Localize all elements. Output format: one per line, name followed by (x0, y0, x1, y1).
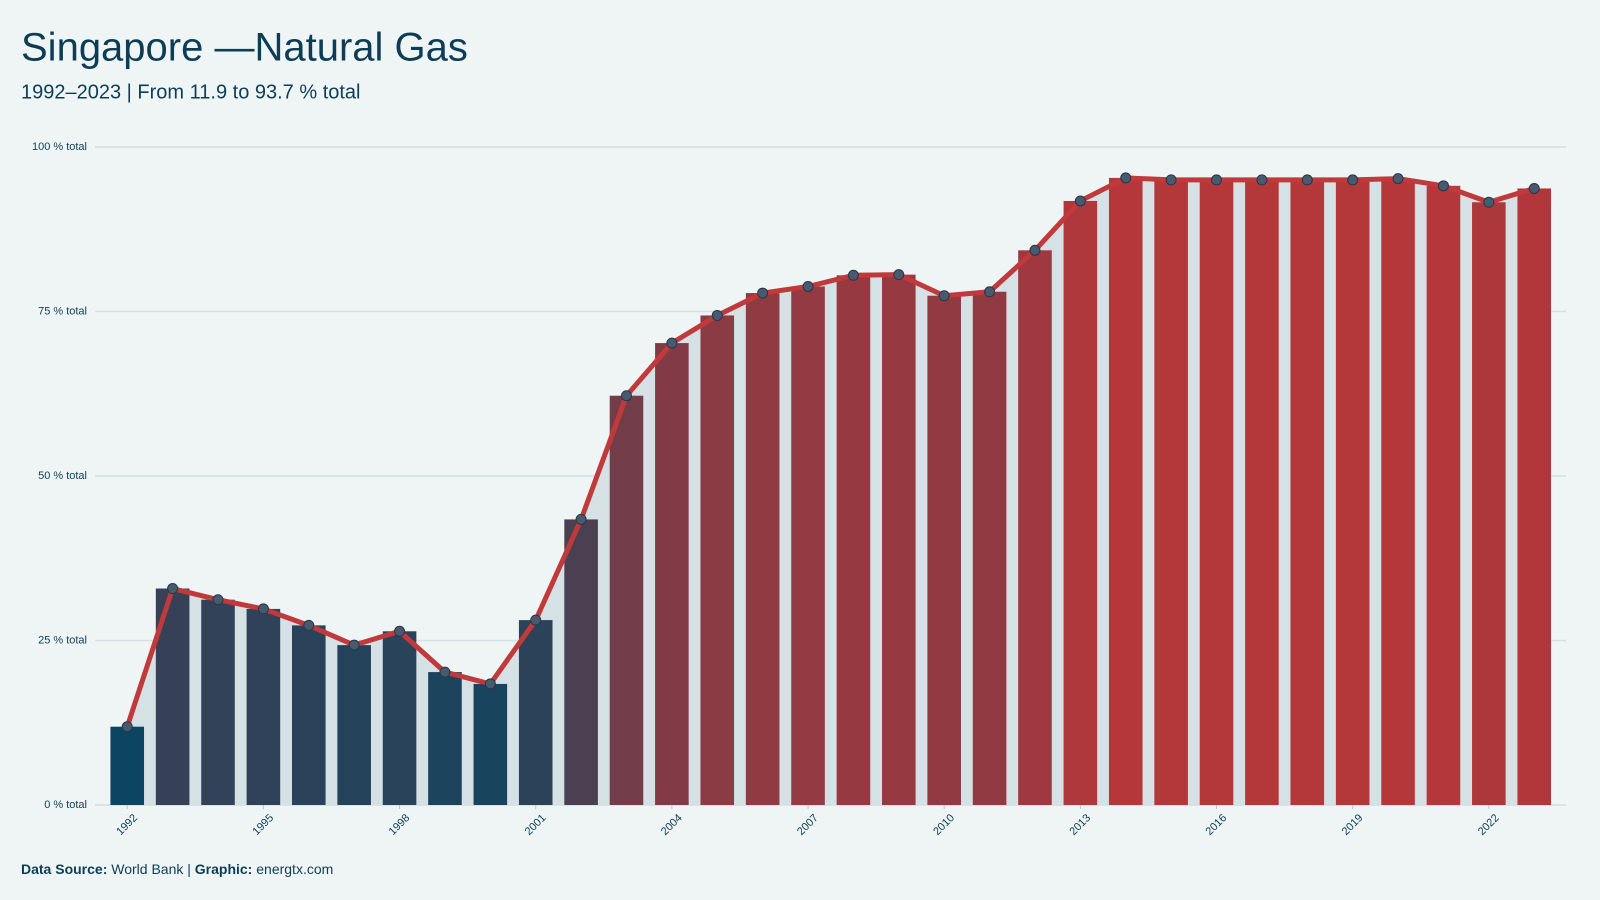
bar (745, 293, 780, 805)
marker (575, 513, 587, 525)
bar (1290, 179, 1325, 805)
x-tick-label: 1992 (114, 812, 140, 838)
marker (1392, 173, 1404, 185)
marker (257, 603, 269, 615)
bar (110, 726, 145, 805)
marker (1256, 174, 1268, 186)
chart-subtitle: 1992–2023 | From 11.9 to 93.7 % total (21, 81, 361, 103)
bar (201, 599, 235, 805)
marker (893, 269, 905, 281)
marker (1483, 196, 1495, 208)
bar (655, 343, 689, 805)
x-tick-label: 2010 (931, 812, 957, 838)
x-tick-label: 2013 (1067, 812, 1093, 838)
marker (1120, 172, 1132, 184)
y-tick-label: 50 % total (38, 470, 87, 482)
bar (882, 274, 916, 806)
marker (1074, 195, 1086, 207)
bar (972, 291, 1007, 805)
bar (1245, 179, 1279, 805)
bar (1381, 178, 1415, 806)
marker (394, 625, 406, 637)
bar (1426, 185, 1461, 805)
marker (212, 594, 224, 606)
bar (382, 631, 417, 805)
marker (938, 290, 950, 302)
line (124, 175, 1535, 728)
bar (700, 315, 735, 805)
x-tick-label: 2016 (1204, 812, 1230, 838)
separator: | (187, 861, 191, 877)
bar (1517, 188, 1552, 806)
bar (473, 683, 508, 805)
bar (518, 620, 553, 805)
bar (1063, 200, 1098, 805)
graphic: energtx.com (256, 861, 333, 877)
bar (1108, 177, 1143, 805)
y-tick-label: 25 % total (38, 634, 87, 646)
marker (303, 619, 315, 631)
marker (1437, 180, 1449, 192)
marker (984, 286, 996, 298)
marker (1301, 174, 1313, 186)
marker (1347, 174, 1359, 186)
marker (167, 583, 179, 595)
marker (1211, 174, 1223, 186)
bar (291, 625, 326, 805)
bar (836, 275, 871, 805)
bar (1199, 179, 1234, 805)
x-tick-label: 1995 (250, 812, 276, 838)
marker (1528, 182, 1540, 194)
marker (1029, 244, 1041, 256)
bar (1335, 179, 1370, 805)
marker (620, 390, 632, 402)
bar (609, 395, 644, 805)
x-tick-label: 1998 (387, 812, 413, 838)
marker (1165, 174, 1177, 186)
marker (711, 309, 723, 321)
graphic-label: Graphic: (195, 861, 253, 877)
y-tick-label: 0 % total (44, 799, 87, 811)
bar (337, 645, 371, 805)
marker (666, 337, 678, 349)
marker (530, 614, 542, 626)
x-tick-label: 2007 (795, 812, 821, 838)
x-tick-label: 2019 (1340, 812, 1366, 838)
source: World Bank (111, 861, 184, 877)
bar (428, 672, 462, 805)
marker (348, 639, 360, 651)
marker (847, 269, 859, 281)
marker (484, 678, 496, 690)
y-tick-label: 100 % total (32, 141, 87, 153)
chart-title: Singapore —Natural Gas (21, 26, 468, 70)
marker (439, 666, 451, 678)
marker (121, 721, 133, 733)
bar (1018, 250, 1052, 805)
bar (564, 519, 598, 805)
bar (246, 608, 281, 805)
marker (802, 280, 814, 292)
x-tick-label: 2001 (523, 812, 549, 838)
bar (1154, 179, 1188, 805)
bar (927, 295, 961, 805)
bar (791, 286, 825, 806)
marker (757, 287, 769, 299)
source-label: Data Source: (21, 861, 107, 877)
bar (1472, 202, 1506, 806)
x-tick-label: 2022 (1476, 812, 1502, 838)
y-tick-label: 75 % total (38, 305, 87, 317)
x-tick-label: 2004 (659, 812, 685, 838)
footer: Data Source: World Bank | Graphic: energ… (21, 861, 333, 877)
